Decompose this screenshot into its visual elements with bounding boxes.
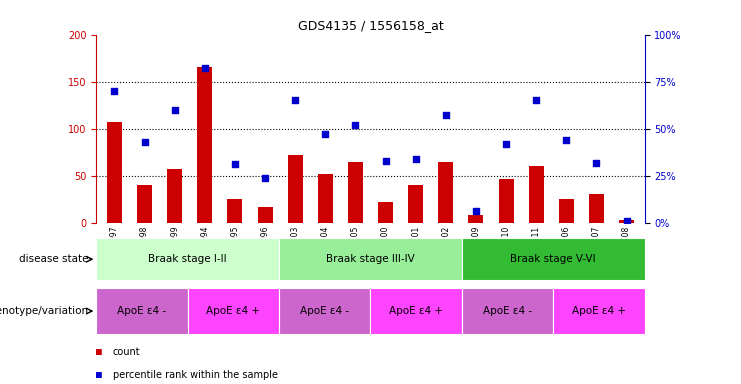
Text: ApoE ε4 -: ApoE ε4 - <box>483 306 532 316</box>
Bar <box>370 288 462 334</box>
Point <box>319 131 331 137</box>
Bar <box>167 169 182 223</box>
Bar <box>258 207 273 223</box>
Bar <box>378 202 393 223</box>
Text: Braak stage I-II: Braak stage I-II <box>148 254 227 264</box>
Point <box>440 113 452 119</box>
Bar <box>107 122 122 223</box>
Point <box>199 65 210 71</box>
Text: percentile rank within the sample: percentile rank within the sample <box>113 370 278 380</box>
Bar <box>279 288 370 334</box>
Bar <box>288 155 303 223</box>
Point <box>229 161 241 167</box>
Point <box>410 156 422 162</box>
Title: GDS4135 / 1556158_at: GDS4135 / 1556158_at <box>298 19 443 32</box>
Bar <box>227 199 242 223</box>
Point <box>379 157 391 164</box>
Bar <box>589 195 604 223</box>
Bar <box>468 215 483 223</box>
Point <box>139 139 150 145</box>
Point <box>350 122 362 128</box>
Bar <box>137 185 152 223</box>
Point <box>108 88 120 94</box>
Bar <box>619 220 634 223</box>
Text: ■: ■ <box>96 370 108 380</box>
Bar <box>462 238 645 280</box>
Text: ApoE ε4 +: ApoE ε4 + <box>207 306 260 316</box>
Bar <box>499 179 514 223</box>
Text: ■: ■ <box>96 347 108 357</box>
Point <box>259 174 271 180</box>
Bar <box>187 288 279 334</box>
Text: genotype/variation: genotype/variation <box>0 306 89 316</box>
Text: ApoE ε4 +: ApoE ε4 + <box>389 306 443 316</box>
Bar <box>96 238 279 280</box>
Text: Braak stage V-VI: Braak stage V-VI <box>511 254 596 264</box>
Bar <box>554 288 645 334</box>
Text: ApoE ε4 +: ApoE ε4 + <box>572 306 626 316</box>
Point <box>591 159 602 166</box>
Text: Braak stage III-IV: Braak stage III-IV <box>326 254 415 264</box>
Point <box>621 218 633 224</box>
Bar <box>348 162 363 223</box>
Point <box>169 107 181 113</box>
Bar <box>559 199 574 223</box>
Bar <box>528 166 544 223</box>
Point <box>289 98 301 104</box>
Text: disease state: disease state <box>19 254 89 264</box>
Text: ApoE ε4 -: ApoE ε4 - <box>118 306 167 316</box>
Point <box>560 137 572 143</box>
Point <box>500 141 512 147</box>
Bar <box>279 238 462 280</box>
Text: count: count <box>113 347 140 357</box>
Bar <box>197 68 213 223</box>
Bar <box>408 185 423 223</box>
Point <box>470 209 482 215</box>
Point <box>531 98 542 104</box>
Bar <box>96 288 187 334</box>
Text: ApoE ε4 -: ApoE ε4 - <box>300 306 349 316</box>
Bar <box>318 174 333 223</box>
Bar <box>462 288 554 334</box>
Bar <box>438 162 453 223</box>
